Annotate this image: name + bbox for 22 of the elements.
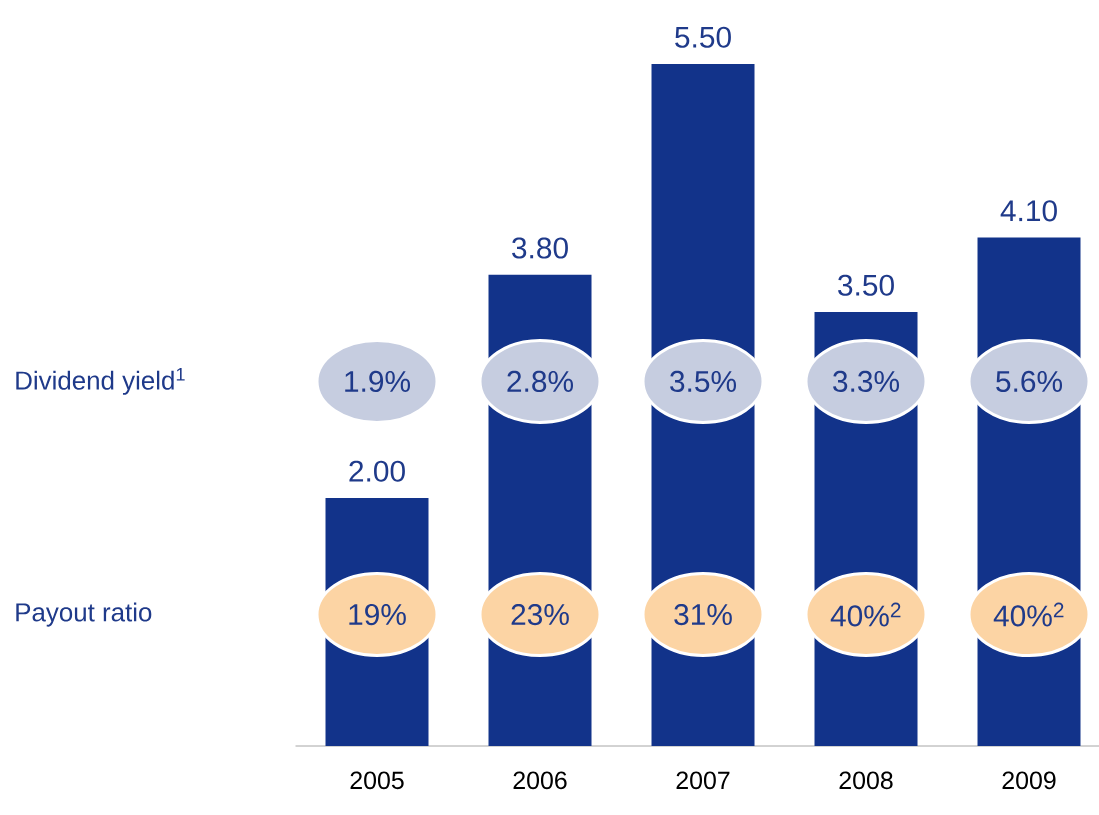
annotation: 40%$^{2}$ bbox=[993, 602, 1064, 627]
annotation: 31% bbox=[674, 603, 732, 626]
annotation: 19% bbox=[349, 603, 406, 626]
annotation: 2.8% bbox=[507, 370, 573, 393]
annotation: 3.5% bbox=[670, 370, 737, 393]
data-label: 4.10 bbox=[1000, 200, 1057, 222]
annotation: 1.9% bbox=[345, 370, 410, 393]
annotation: 5.6% bbox=[996, 370, 1063, 393]
x-tick-label: 2006 bbox=[513, 771, 567, 790]
data-label: 3.80 bbox=[512, 237, 568, 259]
annotation: 23% bbox=[511, 603, 569, 626]
annotation: 3.3% bbox=[833, 370, 900, 393]
data-label: 2.00 bbox=[349, 460, 405, 482]
data-label: 5.50 bbox=[675, 26, 731, 48]
x-tick-label: 2007 bbox=[676, 771, 730, 790]
x-tick-label: 2009 bbox=[1002, 771, 1056, 790]
text: Dividend yield$^{1}$ bbox=[16, 368, 185, 395]
x-tick-label: 2005 bbox=[350, 771, 404, 790]
x-tick-label: 2008 bbox=[839, 771, 893, 790]
data-label: 3.50 bbox=[838, 274, 894, 296]
annotation: 40%$^{2}$ bbox=[830, 602, 901, 627]
text: Payout ratio bbox=[16, 602, 152, 627]
